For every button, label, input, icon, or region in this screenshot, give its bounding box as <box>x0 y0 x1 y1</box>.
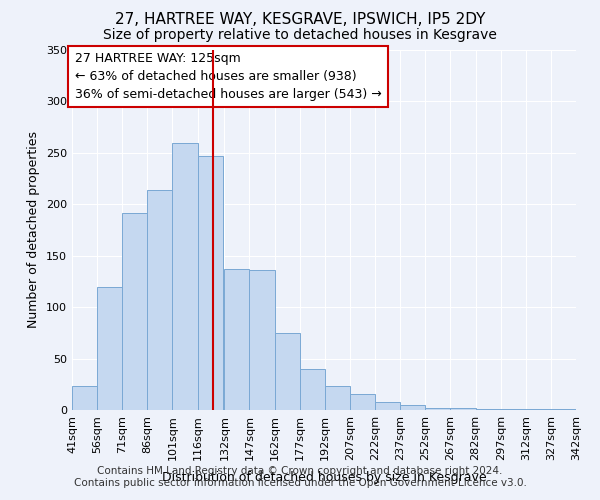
Text: Contains HM Land Registry data © Crown copyright and database right 2024.
Contai: Contains HM Land Registry data © Crown c… <box>74 466 526 487</box>
Bar <box>375 402 400 410</box>
Bar <box>350 394 375 410</box>
Bar <box>526 409 551 410</box>
Bar <box>172 142 197 410</box>
Text: 27, HARTREE WAY, KESGRAVE, IPSWICH, IP5 2DY: 27, HARTREE WAY, KESGRAVE, IPSWICH, IP5 … <box>115 12 485 28</box>
Bar <box>451 408 476 410</box>
X-axis label: Distribution of detached houses by size in Kesgrave: Distribution of detached houses by size … <box>161 471 487 484</box>
Bar <box>400 405 425 410</box>
Y-axis label: Number of detached properties: Number of detached properties <box>28 132 40 328</box>
Text: 27 HARTREE WAY: 125sqm
← 63% of detached houses are smaller (938)
36% of semi-de: 27 HARTREE WAY: 125sqm ← 63% of detached… <box>74 52 381 101</box>
Bar <box>97 286 122 410</box>
Bar <box>500 409 526 410</box>
Bar <box>72 386 97 410</box>
Bar <box>300 369 325 410</box>
Bar <box>197 156 223 410</box>
Bar <box>425 408 451 410</box>
Bar <box>325 386 350 410</box>
Text: Size of property relative to detached houses in Kesgrave: Size of property relative to detached ho… <box>103 28 497 42</box>
Bar <box>224 269 250 410</box>
Bar <box>250 270 275 410</box>
Bar <box>148 190 172 410</box>
Bar <box>122 212 148 410</box>
Bar <box>476 409 500 410</box>
Bar <box>551 409 576 410</box>
Bar <box>275 333 300 410</box>
